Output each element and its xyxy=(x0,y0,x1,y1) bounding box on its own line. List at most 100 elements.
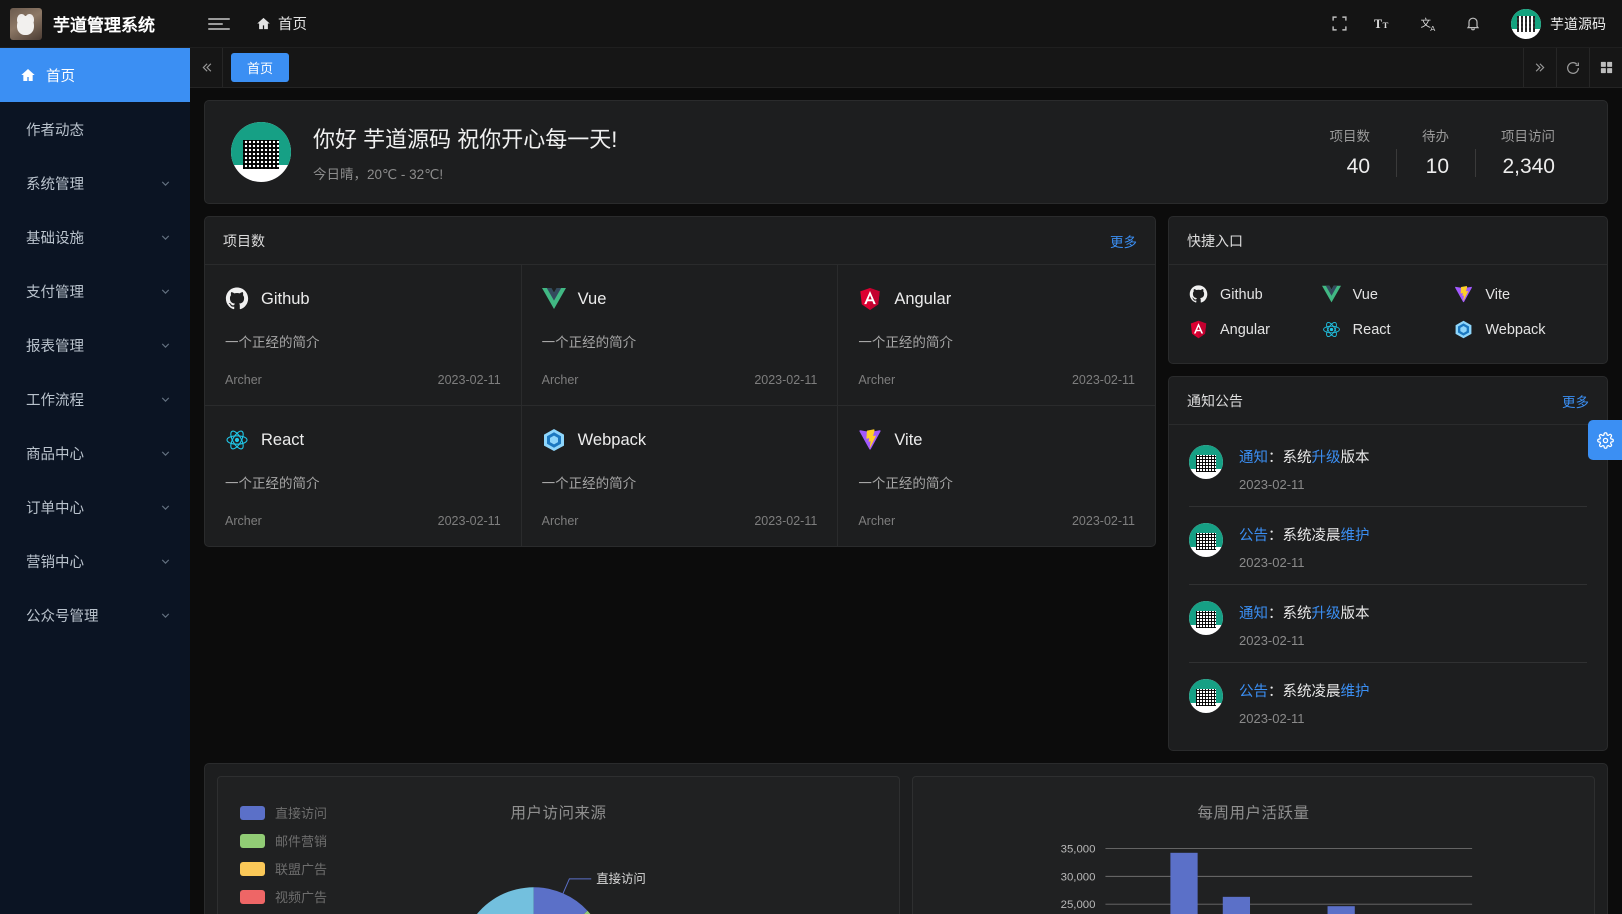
chevron-down-icon xyxy=(159,285,172,298)
project-name: Vue xyxy=(577,289,607,308)
user-menu[interactable]: 芋道源码 xyxy=(1511,8,1606,39)
legend-item[interactable]: 邮件营销 xyxy=(240,831,327,850)
legend-item[interactable]: 联盟广告 xyxy=(240,859,327,878)
notice-item[interactable]: 公告：系统凌晨维护 2023-02-11 xyxy=(1189,662,1587,740)
bell-icon[interactable] xyxy=(1465,15,1481,32)
settings-drawer-button[interactable] xyxy=(1588,420,1622,460)
sidebar-item-author-news[interactable]: 作者动态 xyxy=(0,102,190,156)
y-axis-tick-label: 35,000 xyxy=(1061,844,1096,856)
sidebar-item-infrastructure[interactable]: 基础设施 xyxy=(0,210,190,264)
quick-entry-title: 快捷入口 xyxy=(1187,232,1243,249)
bar-chart-title: 每周用户活跃量 xyxy=(1197,805,1310,822)
translate-icon[interactable]: 文 A xyxy=(1420,15,1439,33)
refresh-icon[interactable] xyxy=(1556,48,1589,87)
notice-date: 2023-02-11 xyxy=(1239,711,1305,726)
grid-icon[interactable] xyxy=(1589,48,1622,87)
sidebar-item-marketing-center[interactable]: 营销中心 xyxy=(0,534,190,588)
legend-item[interactable]: 视频广告 xyxy=(240,887,327,906)
bar[interactable] xyxy=(1327,906,1355,914)
legend-item[interactable]: 直接访问 xyxy=(240,803,327,822)
sidebar-item-label: 支付管理 xyxy=(26,284,84,301)
hamburger-icon[interactable] xyxy=(208,17,230,30)
quick-entry-label: Webpack xyxy=(1485,321,1546,338)
project-card[interactable]: Github 一个正经的简介 Archer 2023-02-11 xyxy=(205,265,522,406)
sidebar-item-label: 商品中心 xyxy=(26,446,84,463)
sidebar-item-system-management[interactable]: 系统管理 xyxy=(0,156,190,210)
react-icon xyxy=(225,428,249,452)
brand[interactable]: 芋道管理系统 xyxy=(10,7,190,40)
notice-item[interactable]: 公告：系统凌晨维护 2023-02-11 xyxy=(1189,506,1587,584)
quick-entry-react[interactable]: React xyxy=(1322,320,1455,339)
notice-date: 2023-02-11 xyxy=(1239,633,1305,648)
sidebar-item-report-management[interactable]: 报表管理 xyxy=(0,318,190,372)
notices-more-link[interactable]: 更多 xyxy=(1562,394,1589,410)
font-size-icon[interactable]: T T xyxy=(1374,15,1394,32)
pie-svg: 直接访问邮件...联盟...视频广告搜索... xyxy=(477,871,646,914)
pie-chart-title: 用户访问来源 xyxy=(510,805,607,822)
project-card[interactable]: Webpack 一个正经的简介 Archer 2023-02-11 xyxy=(522,406,839,546)
sidebar-item-home[interactable]: 首页 xyxy=(0,48,190,102)
sidebar-item-label: 系统管理 xyxy=(26,176,84,193)
notice-title[interactable]: 公告：系统凌晨维护 xyxy=(1239,528,1370,544)
quick-entry-github[interactable]: Github xyxy=(1189,285,1322,304)
charts-card: 用户访问来源 直接访问 邮件营销 联盟广告 视频广告 搜索引擎 直接访问邮件..… xyxy=(204,763,1608,914)
fullscreen-icon[interactable] xyxy=(1331,15,1348,32)
middle-row: 项目数 更多 Github xyxy=(204,216,1608,751)
legend-label: 邮件营销 xyxy=(275,834,328,849)
welcome-weather: 今日晴，20℃ - 32℃! xyxy=(313,166,444,182)
projects-card: 项目数 更多 Github xyxy=(204,216,1156,547)
sidebar-item-payment-management[interactable]: 支付管理 xyxy=(0,264,190,318)
notices-card: 通知公告 更多 通知：系统升级版本 2023-02-11 xyxy=(1168,376,1608,751)
notice-title[interactable]: 通知：系统升级版本 xyxy=(1239,606,1370,622)
project-author: Archer xyxy=(225,373,262,387)
chevron-double-left-icon[interactable] xyxy=(190,48,223,87)
sidebar-item-workflow[interactable]: 工作流程 xyxy=(0,372,190,426)
chevron-down-icon xyxy=(159,501,172,514)
quick-entry-vite[interactable]: Vite xyxy=(1454,285,1587,304)
notice-title[interactable]: 通知：系统升级版本 xyxy=(1239,450,1370,466)
welcome-greeting: 你好 芋道源码 祝你开心每一天! xyxy=(313,126,618,152)
project-card[interactable]: Vue 一个正经的简介 Archer 2023-02-11 xyxy=(521,265,839,406)
svg-text:T: T xyxy=(1383,20,1389,30)
svg-text:文: 文 xyxy=(1421,16,1432,29)
quick-entry-webpack[interactable]: Webpack xyxy=(1454,320,1587,339)
notice-title[interactable]: 公告：系统凌晨维护 xyxy=(1239,684,1370,700)
bar[interactable] xyxy=(1222,896,1251,914)
react-icon xyxy=(1322,320,1341,339)
notice-date: 2023-02-11 xyxy=(1239,477,1305,492)
chevron-down-icon xyxy=(159,609,172,622)
project-card[interactable]: Angular 一个正经的简介 Archer 2023-02-11 xyxy=(838,265,1155,406)
chevron-down-icon xyxy=(159,177,172,190)
quick-entry-vue[interactable]: Vue xyxy=(1321,285,1455,304)
sidebar-item-official-account-management[interactable]: 公众号管理 xyxy=(0,588,190,642)
project-date: 2023-02-11 xyxy=(1071,373,1135,387)
projects-more-link[interactable]: 更多 xyxy=(1110,234,1137,250)
breadcrumb[interactable]: 首页 xyxy=(256,13,307,34)
sidebar-item-label: 首页 xyxy=(46,68,75,85)
welcome-banner: 你好 芋道源码 祝你开心每一天! 今日晴，20℃ - 32℃! 项目数 40 待… xyxy=(204,100,1608,204)
sidebar-item-product-center[interactable]: 商品中心 xyxy=(0,426,190,480)
top-header: 芋道管理系统 首页 T T 文 xyxy=(0,0,1622,48)
breadcrumb-label: 首页 xyxy=(278,17,307,33)
tab-home[interactable]: 首页 xyxy=(231,53,290,82)
bar-chart: 每周用户活跃量 05,00010,00015,00020,00025,00030… xyxy=(912,776,1595,914)
project-card[interactable]: React 一个正经的简介 Archer 2023-02-11 xyxy=(205,406,522,546)
project-author: Archer xyxy=(225,514,262,528)
webpack-icon xyxy=(542,428,566,452)
legend-label: 视频广告 xyxy=(275,890,328,905)
sidebar-item-label: 工作流程 xyxy=(26,392,84,409)
bar[interactable] xyxy=(1170,852,1198,914)
chevron-double-right-icon[interactable] xyxy=(1523,48,1556,87)
stat-value: 2,340 xyxy=(1502,155,1555,178)
sidebar-item-order-center[interactable]: 订单中心 xyxy=(0,480,190,534)
notice-item[interactable]: 通知：系统升级版本 2023-02-11 xyxy=(1189,429,1587,506)
notice-item[interactable]: 通知：系统升级版本 2023-02-11 xyxy=(1189,584,1587,662)
legend-label: 直接访问 xyxy=(275,806,328,821)
quick-entry-angular[interactable]: Angular xyxy=(1189,320,1322,339)
legend-swatch xyxy=(240,805,265,820)
project-card[interactable]: Vite 一个正经的简介 Archer 2023-02-11 xyxy=(838,406,1155,546)
notice-avatar xyxy=(1189,601,1223,635)
vue-icon xyxy=(1321,285,1341,304)
sidebar-item-label: 订单中心 xyxy=(26,500,84,517)
y-axis-tick-label: 25,000 xyxy=(1061,899,1096,911)
